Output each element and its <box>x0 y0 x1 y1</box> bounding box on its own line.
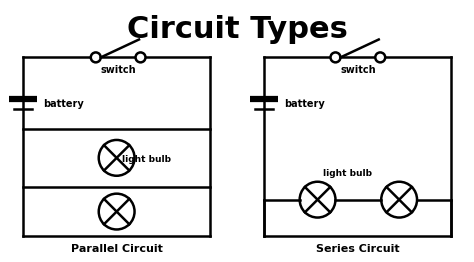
Text: Parallel Circuit: Parallel Circuit <box>71 244 163 254</box>
Text: switch: switch <box>340 65 376 75</box>
Text: light bulb: light bulb <box>323 169 372 178</box>
Text: Circuit Types: Circuit Types <box>127 15 347 43</box>
Text: battery: battery <box>284 99 325 109</box>
Circle shape <box>91 52 101 62</box>
Circle shape <box>375 52 385 62</box>
Text: switch: switch <box>100 65 136 75</box>
Text: light bulb: light bulb <box>122 155 171 164</box>
Text: Series Circuit: Series Circuit <box>316 244 399 254</box>
Circle shape <box>136 52 146 62</box>
Circle shape <box>330 52 340 62</box>
Text: battery: battery <box>43 99 84 109</box>
